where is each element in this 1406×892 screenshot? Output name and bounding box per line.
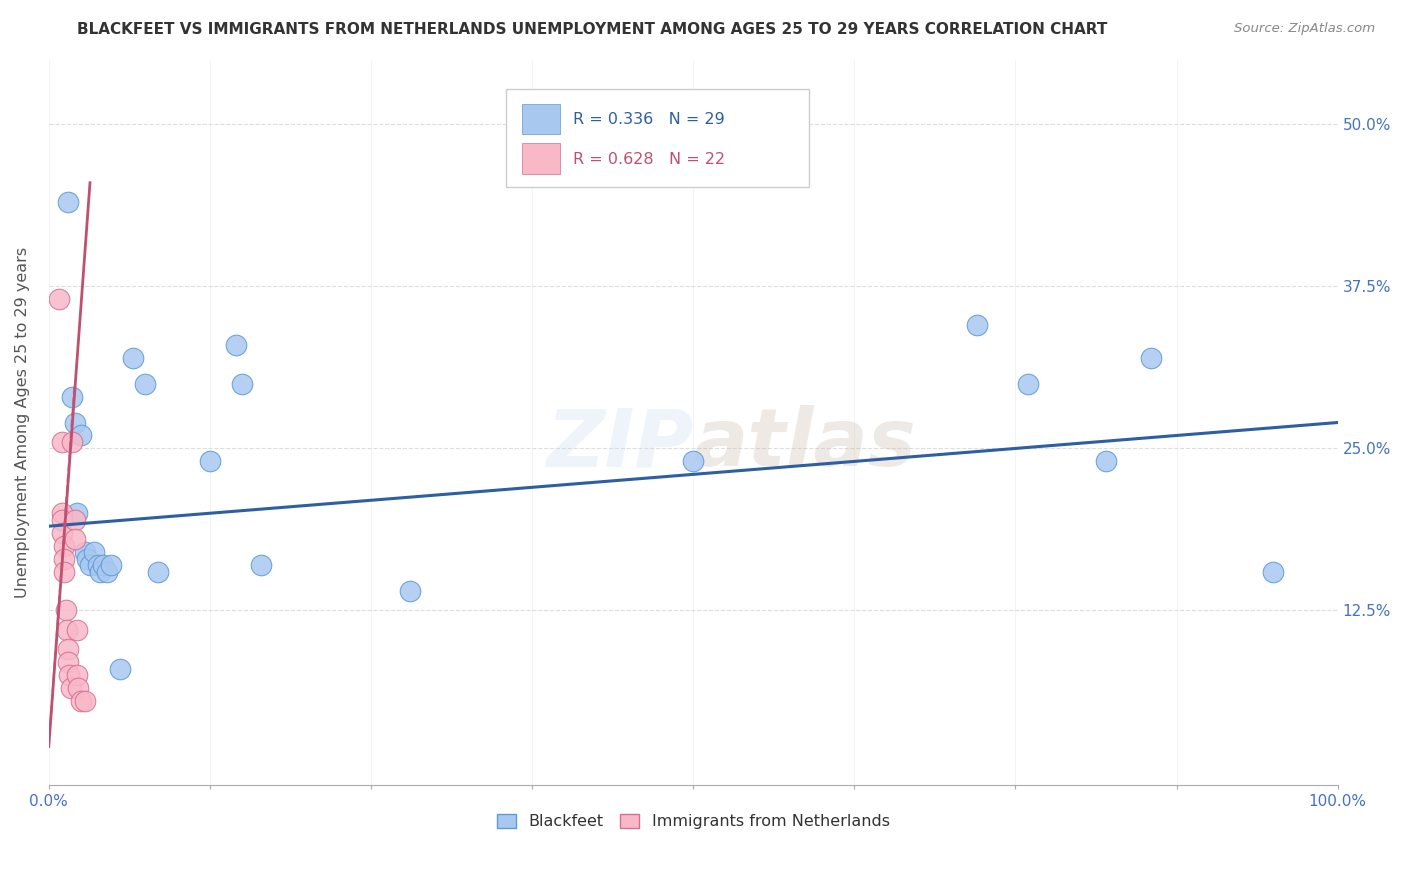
Point xyxy=(56,642,79,657)
Point xyxy=(58,668,80,682)
Point xyxy=(63,513,86,527)
Text: atlas: atlas xyxy=(693,405,915,483)
Point xyxy=(148,565,170,579)
Point xyxy=(73,694,96,708)
Legend: Blackfeet, Immigrants from Netherlands: Blackfeet, Immigrants from Netherlands xyxy=(491,807,896,836)
Point xyxy=(108,662,131,676)
Point xyxy=(682,454,704,468)
Point xyxy=(66,668,89,682)
Point xyxy=(198,454,221,468)
Point xyxy=(76,551,98,566)
Point xyxy=(53,551,76,566)
Point xyxy=(60,434,83,449)
Point xyxy=(60,390,83,404)
Point xyxy=(59,681,82,696)
Point xyxy=(51,513,73,527)
Point xyxy=(66,623,89,637)
Point xyxy=(89,565,111,579)
Point xyxy=(87,558,110,573)
Point xyxy=(91,558,114,573)
Bar xyxy=(522,143,561,174)
Point xyxy=(53,565,76,579)
Point xyxy=(63,532,86,546)
Point xyxy=(70,694,93,708)
Text: ZIP: ZIP xyxy=(546,405,693,483)
Point xyxy=(225,337,247,351)
Text: R = 0.336   N = 29: R = 0.336 N = 29 xyxy=(574,112,725,127)
Point xyxy=(1263,565,1285,579)
Point xyxy=(66,506,89,520)
Point xyxy=(55,603,77,617)
Text: R = 0.628   N = 22: R = 0.628 N = 22 xyxy=(574,152,725,167)
Point xyxy=(83,545,105,559)
Y-axis label: Unemployment Among Ages 25 to 29 years: Unemployment Among Ages 25 to 29 years xyxy=(15,247,30,598)
Point xyxy=(250,558,273,573)
Point xyxy=(56,195,79,210)
Point xyxy=(63,416,86,430)
Point xyxy=(966,318,988,333)
Point xyxy=(79,558,101,573)
Point xyxy=(51,525,73,540)
Point xyxy=(56,655,79,669)
Point xyxy=(51,434,73,449)
Point xyxy=(56,623,79,637)
Point xyxy=(67,681,90,696)
Point xyxy=(1017,376,1039,391)
Point xyxy=(96,565,118,579)
Point xyxy=(1094,454,1116,468)
Point xyxy=(398,584,420,599)
Point xyxy=(51,506,73,520)
Text: BLACKFEET VS IMMIGRANTS FROM NETHERLANDS UNEMPLOYMENT AMONG AGES 25 TO 29 YEARS : BLACKFEET VS IMMIGRANTS FROM NETHERLANDS… xyxy=(77,22,1108,37)
Point xyxy=(1139,351,1161,365)
Point xyxy=(100,558,122,573)
Point xyxy=(134,376,156,391)
Point xyxy=(48,293,70,307)
Bar xyxy=(522,103,561,135)
Point xyxy=(53,539,76,553)
Text: Source: ZipAtlas.com: Source: ZipAtlas.com xyxy=(1234,22,1375,36)
Point xyxy=(73,545,96,559)
Point xyxy=(121,351,143,365)
Point xyxy=(70,428,93,442)
FancyBboxPatch shape xyxy=(506,88,810,186)
Point xyxy=(231,376,253,391)
